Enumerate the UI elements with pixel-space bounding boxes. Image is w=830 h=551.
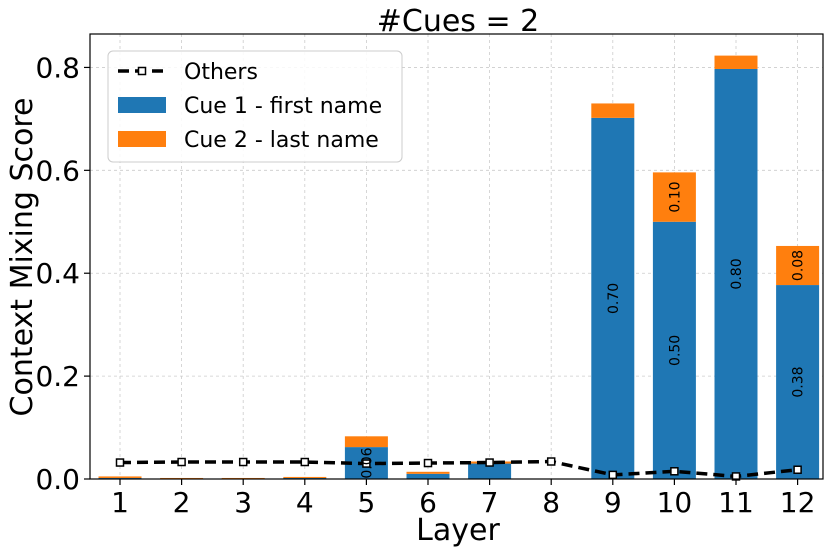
others-marker	[238, 457, 248, 467]
others-marker	[485, 458, 494, 467]
bar-cue-2-layer-2	[160, 477, 204, 479]
x-tick-label: 8	[542, 486, 560, 519]
others-marker	[670, 467, 679, 476]
bar-cue-1-layer-12	[776, 285, 820, 479]
others-marker	[362, 459, 371, 468]
axis-ticks: 0.00.20.40.60.81 2 3 4 5 6 7 8 9 10 11 12	[35, 51, 815, 519]
others-marker	[608, 470, 618, 480]
chart-title: #Cues = 2	[377, 4, 539, 39]
y-axis-title: Context Mixing Score	[5, 98, 40, 417]
x-tick-label: 2	[173, 486, 191, 519]
y-tick-label: 0.2	[35, 360, 80, 393]
legend-swatch-cue-2	[118, 131, 166, 147]
bar-cue-2-layer-11	[714, 55, 758, 69]
x-axis-title: Layer	[416, 513, 500, 548]
others-line-path	[119, 459, 798, 479]
others-marker	[177, 457, 186, 467]
bar-cue-2-layer-3	[221, 477, 265, 479]
bar-cue-1-layer-7	[468, 463, 512, 479]
bar-cue-2-layer-12	[776, 245, 820, 286]
x-tick-label: 5	[357, 486, 375, 519]
legend: Others Cue 1 - first name Cue 2 - last nam…	[107, 50, 403, 163]
bar-cue-2-layer-5	[344, 436, 388, 448]
legend-label: Cue 1 - first name	[184, 94, 382, 119]
bar-cue-1-layer-11	[714, 68, 758, 479]
bar-cue-1-layer-10	[652, 221, 696, 479]
legend-label: Cue 2 - last name	[184, 128, 379, 153]
others-marker	[546, 457, 556, 466]
legend-label: Others	[184, 60, 258, 85]
bar-cue-2-layer-6	[406, 471, 450, 474]
x-tick-label: 11	[718, 486, 754, 519]
x-tick-label: 12	[780, 486, 816, 519]
data-label: 0.10	[667, 181, 683, 212]
bar-cue-2-layer-9	[591, 103, 635, 118]
y-tick-label: 0.4	[35, 257, 80, 290]
y-tick-label: 0.6	[35, 154, 80, 187]
data-label: 0.08	[791, 250, 807, 281]
others-marker	[423, 458, 433, 468]
x-tick-label: 4	[296, 486, 314, 519]
y-tick-label: 0.8	[35, 51, 80, 84]
y-tick-label: 0.0	[35, 463, 80, 496]
bar-cue-2-layer-4	[283, 476, 327, 478]
legend-box	[107, 50, 403, 163]
data-label: 0.38	[791, 366, 807, 397]
data-label: 0.80	[729, 258, 745, 289]
x-tick-label: 7	[481, 486, 499, 519]
data-label: 0.50	[667, 335, 683, 366]
others-marker	[300, 457, 310, 467]
x-tick-label: 6	[419, 486, 437, 519]
others-marker	[115, 458, 125, 467]
bar-cue-1-layer-6	[406, 473, 450, 479]
x-tick-label: 9	[604, 486, 622, 519]
data-label: 0.70	[606, 283, 622, 314]
data-label: 0.06	[359, 447, 375, 478]
bar-cue-2-layer-1	[98, 476, 142, 478]
others-marker	[793, 465, 802, 474]
others-line	[115, 457, 802, 481]
bar-cue-1-layer-9	[591, 117, 635, 479]
plot-frame	[89, 33, 824, 480]
bar-cue-2-layer-10	[652, 172, 696, 222]
x-tick-label: 3	[234, 486, 252, 519]
x-tick-label: 10	[657, 486, 693, 519]
legend-swatch-cue-1	[118, 97, 166, 113]
legend-marker-others	[137, 66, 147, 76]
x-tick-label: 1	[111, 486, 129, 519]
data-labels: 0.06 0.70 0.50 0.10 0.80 0.38 0.08	[359, 181, 806, 478]
